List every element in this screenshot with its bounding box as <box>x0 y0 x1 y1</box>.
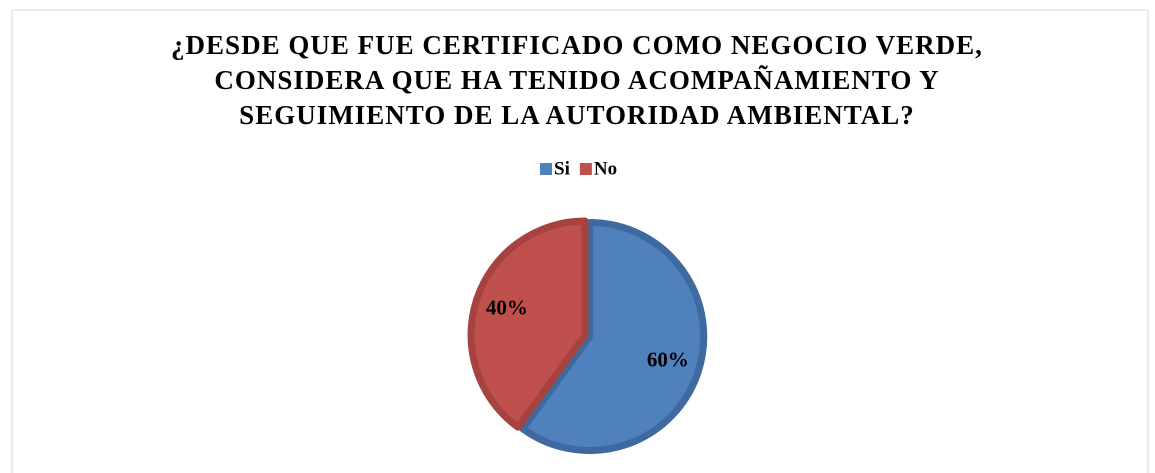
chart-title: ¿DESDE QUE FUE CERTIFICADO COMO NEGOCIO … <box>171 30 983 60</box>
pie-slice <box>467 217 589 431</box>
legend-label: Si <box>554 158 570 179</box>
data-label: 40% <box>486 295 528 319</box>
legend-swatch <box>579 163 592 175</box>
legend-label: No <box>594 158 617 179</box>
chart-title: SEGUIMIENTO DE LA AUTORIDAD AMBIENTAL? <box>239 100 915 130</box>
legend-swatch <box>540 163 552 175</box>
data-label: 60% <box>647 348 689 372</box>
pie-slice <box>519 219 708 455</box>
chart-title: CONSIDERA QUE HA TENIDO ACOMPAÑAMIENTO Y <box>214 65 939 95</box>
